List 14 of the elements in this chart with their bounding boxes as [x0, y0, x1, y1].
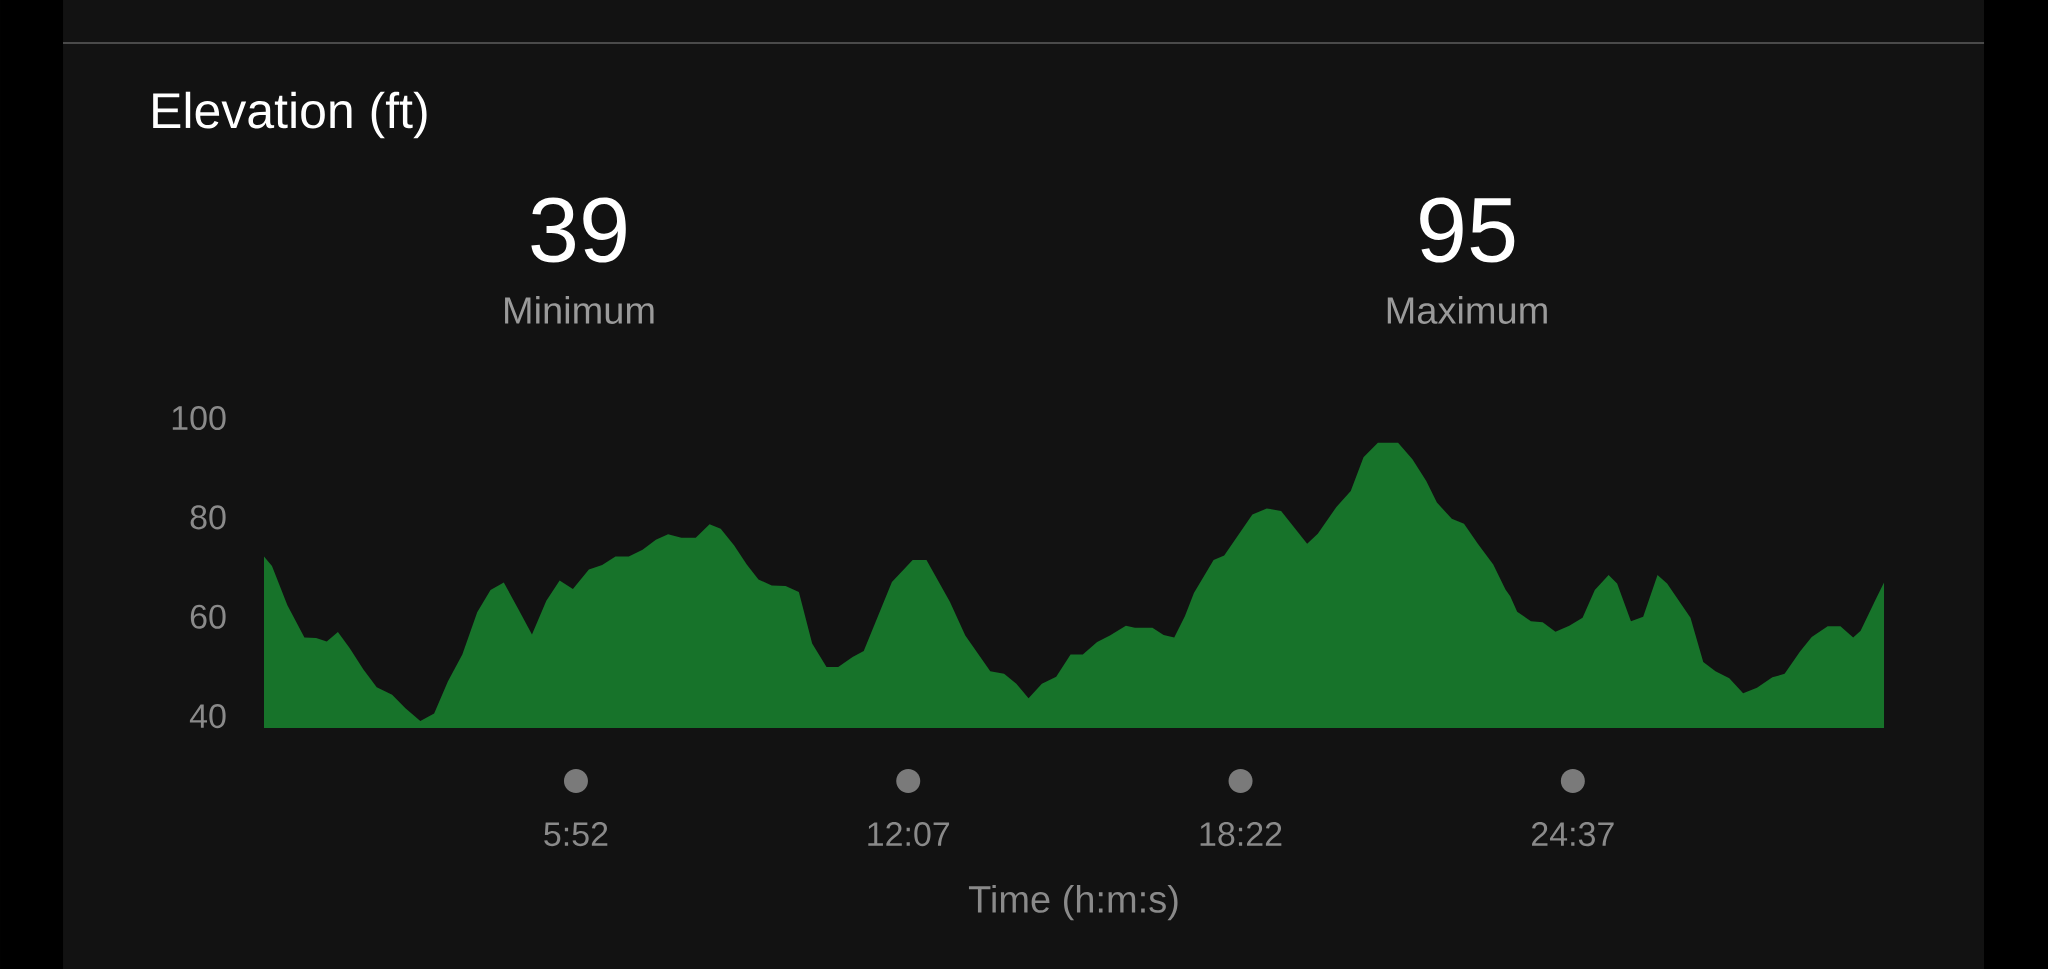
text: Minimum	[505, 296, 654, 324]
y-tick-label: 60	[190, 604, 226, 629]
x-tick-label: 12:07	[868, 822, 950, 847]
text: 95	[1420, 197, 1515, 263]
x-tick-label: 24:37	[1532, 822, 1614, 847]
y-tick-label: 100	[172, 405, 226, 431]
x-axis-title: Time (h:m:s)	[968, 884, 1178, 921]
y-tick-label: 40	[189, 704, 226, 729]
chart-title: Elevation (ft)	[153, 91, 427, 139]
text: Maximum	[1387, 296, 1547, 324]
x-tick-label: 5:52	[544, 822, 608, 847]
text: 39	[531, 197, 626, 263]
y-tick-label: 80	[190, 505, 226, 530]
x-tick-label: 18:22	[1200, 822, 1282, 847]
